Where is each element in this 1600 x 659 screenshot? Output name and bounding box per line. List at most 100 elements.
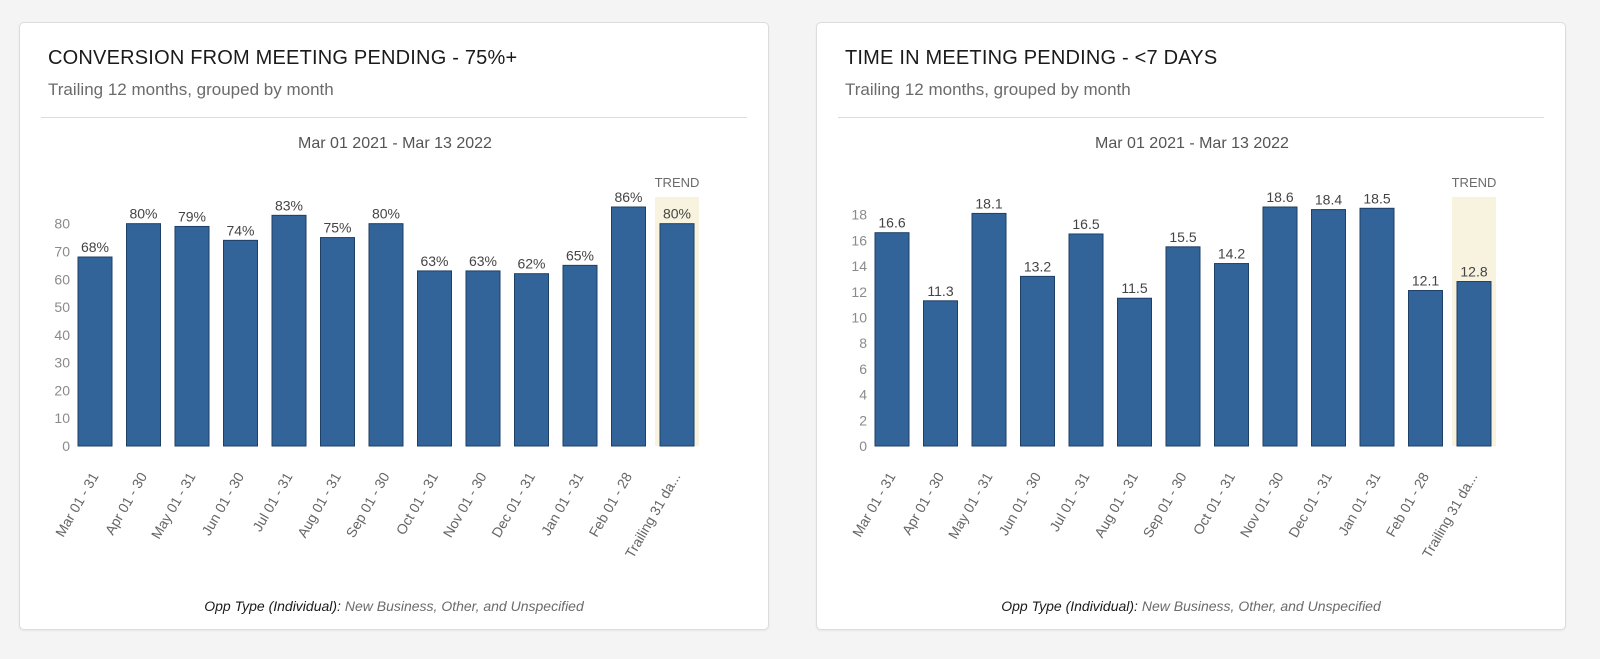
y-tick-label: 70 (54, 243, 70, 259)
x-tick-label: May 01 - 31 (945, 469, 996, 541)
bar[interactable] (465, 270, 501, 447)
bar[interactable] (1068, 233, 1104, 447)
x-tick-label: Sep 01 - 30 (1140, 469, 1190, 540)
y-tick-label: 20 (54, 382, 70, 398)
bar[interactable] (1214, 263, 1249, 447)
bar[interactable] (417, 270, 452, 447)
y-tick-label: 10 (851, 310, 867, 326)
data-label: 80% (663, 206, 691, 222)
data-label: 83% (275, 197, 303, 213)
y-tick-label: 2 (859, 412, 867, 428)
card-title: TIME IN MEETING PENDING - <7 DAYS (845, 47, 1218, 69)
footer-filter-label: Opp Type (Individual): (204, 598, 341, 614)
x-tick-label: Jan 01 - 31 (1335, 469, 1384, 538)
x-tick-label: Nov 01 - 30 (1237, 469, 1287, 540)
bar[interactable] (562, 264, 598, 447)
card-divider (838, 117, 1544, 118)
card-footer: Opp Type (Individual): New Business, Oth… (20, 598, 768, 614)
bar[interactable] (971, 212, 1007, 447)
bar[interactable] (126, 223, 161, 447)
card-subtitle: Trailing 12 months, grouped by month (48, 80, 334, 99)
x-tick-label: Nov 01 - 30 (440, 469, 490, 540)
bar[interactable] (223, 239, 258, 447)
y-tick-label: 60 (54, 271, 70, 287)
bar[interactable] (1117, 297, 1152, 447)
x-tick-label: Mar 01 - 31 (52, 469, 102, 539)
bar[interactable] (174, 225, 210, 447)
conversion-bar-chart: Mar 01 2021 - Mar 13 2022 TREND 0 10 20 30 40 5… (52, 135, 700, 561)
data-label: 18.4 (1315, 192, 1342, 208)
conversion-chart-card: CONVERSION FROM MEETING PENDING - 75%+ T… (19, 22, 769, 630)
data-label: 11.5 (1121, 280, 1147, 296)
x-tick-label: Apr 01 - 30 (102, 469, 151, 537)
bar[interactable] (1165, 246, 1201, 447)
x-tick-label: Feb 01 - 28 (585, 469, 635, 539)
y-tick-label: 80 (54, 216, 70, 232)
date-range-label: Mar 01 2021 - Mar 13 2022 (298, 135, 492, 152)
date-range-label: Mar 01 2021 - Mar 13 2022 (1095, 135, 1289, 152)
footer-filter-value: New Business, Other, and Unspecified (340, 598, 584, 614)
bar[interactable] (923, 300, 958, 447)
bar[interactable] (1311, 209, 1346, 447)
data-label: 63% (420, 253, 448, 269)
bar[interactable] (320, 237, 355, 447)
trend-label: TREND (655, 175, 700, 190)
y-tick-label: 16 (851, 232, 867, 248)
bar[interactable] (368, 223, 404, 447)
x-tick-label: Feb 01 - 28 (1382, 469, 1432, 539)
bar[interactable] (77, 256, 113, 447)
data-label: 75% (323, 220, 351, 236)
bar[interactable] (659, 223, 695, 447)
time-in-pending-chart-card: TIME IN MEETING PENDING - <7 DAYS Traili… (816, 22, 1566, 630)
data-label: 13.2 (1024, 258, 1051, 274)
x-tick-label: May 01 - 31 (148, 469, 199, 541)
y-tick-label: 10 (54, 410, 70, 426)
data-label: 62% (517, 256, 545, 272)
x-tick-label: Sep 01 - 30 (343, 469, 393, 540)
x-tick-label: Jan 01 - 31 (538, 469, 587, 538)
x-tick-label: Dec 01 - 31 (488, 469, 538, 540)
data-label: 12.1 (1412, 273, 1439, 289)
bar[interactable] (1262, 206, 1298, 447)
data-label: 74% (226, 222, 254, 238)
trend-label: TREND (1452, 175, 1497, 190)
x-tick-label: Aug 01 - 31 (1091, 469, 1141, 540)
data-label: 18.5 (1363, 190, 1390, 206)
card-subtitle: Trailing 12 months, grouped by month (845, 80, 1131, 99)
bar[interactable] (1408, 290, 1443, 447)
footer-filter-value: New Business, Other, and Unspecified (1137, 598, 1381, 614)
y-tick-label: 18 (851, 207, 867, 223)
y-tick-label: 0 (62, 438, 70, 454)
bar[interactable] (271, 214, 307, 447)
x-tick-label: Jun 01 - 30 (198, 469, 247, 538)
card-divider (41, 117, 747, 118)
data-label: 65% (566, 247, 594, 263)
bar[interactable] (1359, 207, 1395, 447)
data-label: 16.5 (1072, 216, 1099, 232)
y-tick-label: 4 (859, 387, 867, 403)
y-tick-label: 40 (54, 327, 70, 343)
y-tick-label: 0 (859, 438, 867, 454)
bar[interactable] (1456, 281, 1492, 447)
data-label: 18.6 (1266, 189, 1293, 205)
data-label: 15.5 (1169, 229, 1196, 245)
card-footer: Opp Type (Individual): New Business, Oth… (817, 598, 1565, 614)
data-label: 79% (178, 208, 206, 224)
data-label: 80% (372, 206, 400, 222)
data-label: 63% (469, 253, 497, 269)
data-label: 80% (129, 206, 157, 222)
x-tick-label: Dec 01 - 31 (1285, 469, 1335, 540)
data-label: 16.6 (878, 215, 905, 231)
x-tick-label: Oct 01 - 31 (1190, 469, 1239, 537)
y-tick-label: 8 (859, 335, 867, 351)
bar[interactable] (1020, 275, 1055, 447)
time-in-pending-bar-chart: Mar 01 2021 - Mar 13 2022 TREND 0 2 4 6 8 10 12 1… (849, 135, 1497, 561)
y-tick-label: 14 (851, 258, 867, 274)
x-tick-label: Apr 01 - 30 (899, 469, 948, 537)
bar[interactable] (874, 232, 910, 447)
bar[interactable] (514, 273, 549, 447)
bar[interactable] (611, 206, 646, 447)
y-tick-label: 6 (859, 361, 867, 377)
x-tick-label: Oct 01 - 31 (393, 469, 442, 537)
data-label: 18.1 (975, 195, 1002, 211)
